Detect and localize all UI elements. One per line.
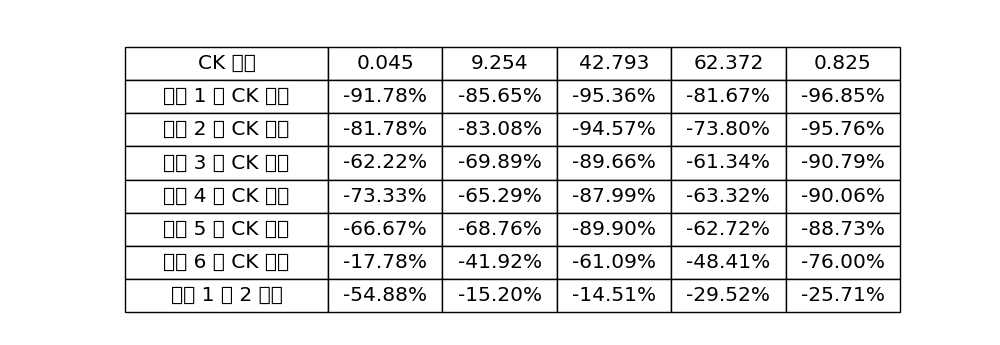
Bar	[442, 246, 557, 279]
Bar	[328, 146, 442, 179]
Text: -41.92%: -41.92%	[458, 253, 542, 272]
Text: -63.32%: -63.32%	[686, 187, 770, 206]
Text: -95.76%: -95.76%	[801, 120, 885, 139]
Bar	[442, 80, 557, 113]
Text: -66.67%: -66.67%	[343, 220, 427, 239]
Bar	[125, 113, 328, 146]
Text: 0.045: 0.045	[356, 54, 414, 73]
Bar	[786, 279, 900, 312]
Text: -61.34%: -61.34%	[686, 154, 770, 172]
Text: -81.78%: -81.78%	[343, 120, 427, 139]
Text: -87.99%: -87.99%	[572, 187, 656, 206]
Text: 处理 4 与 CK 对比: 处理 4 与 CK 对比	[163, 187, 290, 206]
Bar	[786, 246, 900, 279]
Bar	[328, 47, 442, 80]
Bar	[786, 113, 900, 146]
Bar	[328, 80, 442, 113]
Bar	[328, 179, 442, 213]
Bar	[125, 179, 328, 213]
Bar	[786, 47, 900, 80]
Text: 0.825: 0.825	[814, 54, 872, 73]
Text: 处理 5 与 CK 对比: 处理 5 与 CK 对比	[163, 220, 290, 239]
Text: -25.71%: -25.71%	[801, 286, 885, 305]
Text: 9.254: 9.254	[471, 54, 528, 73]
Text: -76.00%: -76.00%	[801, 253, 885, 272]
Text: -69.89%: -69.89%	[458, 154, 542, 172]
Bar	[442, 213, 557, 246]
Bar	[125, 213, 328, 246]
Text: -90.06%: -90.06%	[801, 187, 885, 206]
Bar	[671, 179, 786, 213]
Text: -91.78%: -91.78%	[343, 87, 427, 106]
Text: -90.79%: -90.79%	[801, 154, 885, 172]
Text: -89.90%: -89.90%	[572, 220, 656, 239]
Bar	[442, 47, 557, 80]
Bar	[125, 146, 328, 179]
Text: -62.22%: -62.22%	[343, 154, 427, 172]
Text: 处理 6 与 CK 对比: 处理 6 与 CK 对比	[163, 253, 290, 272]
Bar	[125, 279, 328, 312]
Bar	[125, 80, 328, 113]
Bar	[786, 179, 900, 213]
Bar	[671, 279, 786, 312]
Bar	[557, 80, 671, 113]
Text: -29.52%: -29.52%	[686, 286, 770, 305]
Text: 62.372: 62.372	[693, 54, 764, 73]
Text: -88.73%: -88.73%	[801, 220, 885, 239]
Text: 42.793: 42.793	[579, 54, 649, 73]
Text: -85.65%: -85.65%	[458, 87, 542, 106]
Text: -48.41%: -48.41%	[686, 253, 771, 272]
Text: 处理 1 与 2 对比: 处理 1 与 2 对比	[171, 286, 282, 305]
Bar	[442, 146, 557, 179]
Bar	[671, 47, 786, 80]
Bar	[557, 113, 671, 146]
Text: -83.08%: -83.08%	[458, 120, 542, 139]
Text: -96.85%: -96.85%	[801, 87, 885, 106]
Text: -17.78%: -17.78%	[343, 253, 427, 272]
Text: -14.51%: -14.51%	[572, 286, 656, 305]
Bar	[671, 213, 786, 246]
Bar	[671, 113, 786, 146]
Bar	[671, 80, 786, 113]
Text: -89.66%: -89.66%	[572, 154, 656, 172]
Text: 处理 2 与 CK 对比: 处理 2 与 CK 对比	[163, 120, 290, 139]
Text: -73.33%: -73.33%	[343, 187, 427, 206]
Bar	[557, 146, 671, 179]
Bar	[328, 213, 442, 246]
Bar	[442, 113, 557, 146]
Bar	[786, 213, 900, 246]
Text: -81.67%: -81.67%	[686, 87, 770, 106]
Bar	[557, 246, 671, 279]
Bar	[557, 213, 671, 246]
Bar	[125, 246, 328, 279]
Text: -68.76%: -68.76%	[458, 220, 542, 239]
Bar	[125, 47, 328, 80]
Bar	[671, 146, 786, 179]
Bar	[328, 113, 442, 146]
Text: -62.72%: -62.72%	[686, 220, 770, 239]
Bar	[557, 47, 671, 80]
Text: -94.57%: -94.57%	[572, 120, 656, 139]
Text: 处理 1 与 CK 对比: 处理 1 与 CK 对比	[163, 87, 290, 106]
Text: 处理 3 与 CK 对比: 处理 3 与 CK 对比	[163, 154, 290, 172]
Text: -65.29%: -65.29%	[458, 187, 542, 206]
Bar	[786, 146, 900, 179]
Bar	[442, 179, 557, 213]
Bar	[786, 80, 900, 113]
Bar	[557, 179, 671, 213]
Text: -15.20%: -15.20%	[458, 286, 542, 305]
Text: -61.09%: -61.09%	[572, 253, 656, 272]
Text: -54.88%: -54.88%	[343, 286, 427, 305]
Text: -95.36%: -95.36%	[572, 87, 656, 106]
Text: -73.80%: -73.80%	[686, 120, 770, 139]
Bar	[328, 246, 442, 279]
Bar	[328, 279, 442, 312]
Bar	[557, 279, 671, 312]
Bar	[442, 279, 557, 312]
Text: CK 对照: CK 对照	[198, 54, 255, 73]
Bar	[671, 246, 786, 279]
